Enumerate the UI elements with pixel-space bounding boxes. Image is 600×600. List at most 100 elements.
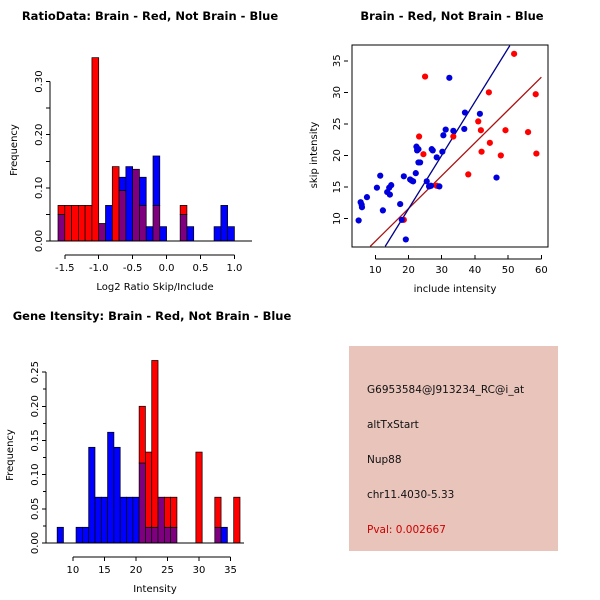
scatter-point [377,172,384,179]
histogram-bar [118,176,127,191]
scatter-point [412,170,419,177]
scatter-point [477,127,484,134]
histogram-bar [75,526,83,544]
histogram-bar [57,214,66,242]
x-axis-tick-label: -0.5 [123,263,143,274]
histogram-bar [57,205,66,215]
histogram-bar [126,496,134,544]
histogram-bar [214,526,222,544]
probe-id-text: G6953584@J913234_RC@i_at [367,384,525,396]
intensity-scatter-xlabel: include intensity [414,284,497,295]
histogram-bar [94,496,102,544]
y-axis-tick-label: 10 [332,212,343,225]
scatter-point [524,129,532,136]
gene-intensity-histogram-ylabel: Frequency [5,429,16,481]
gene-symbol-text: Nup88 [367,454,402,466]
y-axis-tick-label: 0.10 [34,177,45,199]
histogram-bar [118,190,127,242]
histogram-bar [145,526,153,544]
histogram-bar [91,57,100,242]
histogram-bar [220,526,228,544]
histogram-bar [145,226,154,242]
regression-line [384,45,511,247]
histogram-bar [113,446,121,544]
intensity-scatter-panel: Brain - Red, Not Brain - Blue skip inten… [300,0,600,300]
scatter-point [450,133,457,140]
scatter-point [379,207,386,214]
scatter-point [475,118,482,125]
scatter-point [420,151,427,158]
gene-intensity-histogram-svg: Gene Itensity: Brain - Red, Not Brain - … [5,309,292,595]
scatter-point [485,89,492,96]
y-axis-tick-label: 35 [332,54,343,67]
histogram-bar [186,226,195,242]
histogram-bar [88,446,96,544]
ratio-histogram-svg: RatioData: Brain - Red, Not Brain - Blue… [9,9,278,293]
scatter-point [465,171,472,178]
scatter-point [436,183,443,190]
scatter-point [400,173,407,180]
histogram-bar [179,214,188,242]
histogram-bar [152,205,161,242]
scatter-point [450,127,457,134]
scatter-point [373,184,381,191]
x-axis-tick-label: 30 [435,265,448,276]
histogram-bar [138,462,146,544]
scatter-point [476,110,483,117]
histogram-bar [100,496,108,544]
scatter-point [442,126,449,133]
locus-text: chr11.4030-5.33 [367,489,455,501]
scatter-point [478,148,485,155]
ratio-histogram-axes: 0.00 0.10 0.20 0.30 -1.5 -1.0 -0.5 0.0 0.5 1.0 [34,70,252,274]
y-axis-tick-label: 0.10 [30,464,41,486]
scatter-point [493,174,500,181]
scatter-point [461,125,468,133]
histogram-bar [132,496,140,544]
scatter-point [486,139,493,146]
gene-intensity-histogram-title: Gene Itensity: Brain - Red, Not Brain - … [13,309,292,323]
y-axis-tick-label: 0.15 [30,429,41,451]
x-axis-tick-label: 30 [193,565,206,576]
x-axis-tick-label: -1.0 [89,263,109,274]
x-axis-tick-label: 1.0 [226,263,242,274]
histogram-bar [125,166,133,242]
scatter-point [532,91,539,98]
x-axis-tick-label: 35 [224,565,237,576]
histogram-bar [56,526,64,544]
scatter-point [423,178,430,185]
histogram-bar [111,166,120,242]
gene-intensity-histogram-xlabel: Intensity [133,584,177,595]
x-axis-tick-label: -1.5 [55,263,75,274]
histogram-bar [163,496,171,528]
y-axis-tick-label: 0.05 [30,498,41,520]
histogram-bar [119,496,127,544]
y-axis-tick-label: 15 [332,181,343,194]
x-axis-tick-label: 50 [502,265,515,276]
scatter-point [427,182,435,189]
histogram-bar [139,176,147,206]
scatter-point [358,204,366,211]
intensity-scatter-title: Brain - Red, Not Brain - Blue [360,9,543,23]
scatter-point [397,200,404,208]
histogram-bar [179,205,188,215]
histogram-bar [145,451,153,528]
y-axis-tick-label: 0.00 [30,532,41,554]
histogram-bar [64,205,72,242]
histogram-bar [151,526,159,544]
scatter-point [440,132,447,139]
x-axis-tick-label: 25 [161,565,174,576]
histogram-bar [138,405,146,464]
scatter-point [355,217,362,224]
intensity-scatter-ylabel: skip intensity [309,122,320,189]
intensity-scatter-points [355,50,540,243]
y-axis-tick-label: 20 [332,149,343,162]
scatter-point [416,133,423,140]
scatter-point [363,194,371,201]
histogram-bar [98,223,106,242]
histogram-bar [107,431,115,544]
y-axis-tick-label: 0.20 [30,395,41,417]
y-axis-tick-label: 0.25 [30,361,41,383]
intensity-scatter-fitlines [369,45,542,247]
x-axis-tick-label: 0.5 [193,263,209,274]
regression-line [369,76,542,247]
